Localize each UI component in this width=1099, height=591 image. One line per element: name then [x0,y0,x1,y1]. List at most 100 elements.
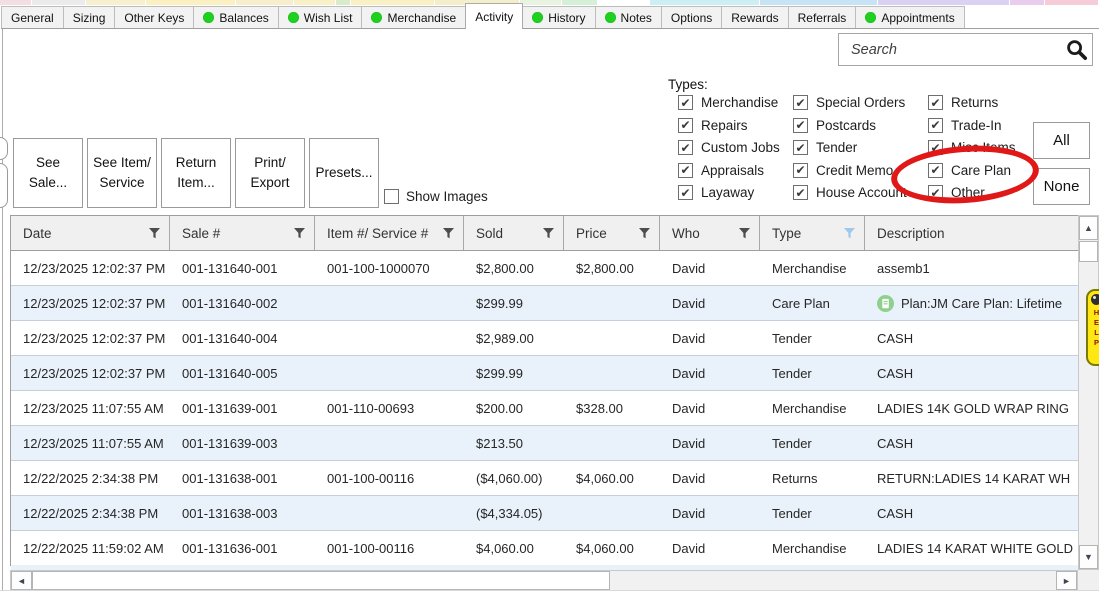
type-filter-custom-jobs: Custom Jobs [678,140,780,155]
scroll-down-button[interactable]: ▼ [1079,545,1098,569]
checkbox-merchandise[interactable] [678,95,693,110]
type-filter-appraisals: Appraisals [678,163,780,178]
type-filter-trade-in: Trade-In [928,118,1016,133]
checkbox-appraisals[interactable] [678,163,693,178]
type-filter-credit-memo: Credit Memo [793,163,907,178]
see-item-service-button[interactable]: See Item/ Service [87,138,157,208]
help-side-tab[interactable]: HELP [1086,289,1099,366]
cell-description: RETURN:LADIES 14 KARAT WH [865,461,1078,495]
tab-other-keys[interactable]: Other Keys [114,6,194,28]
search-input[interactable] [839,34,1062,65]
table-row[interactable]: 12/23/2025 11:07:55 AM 001-131639-001 00… [11,391,1078,426]
cell-price [564,356,660,390]
table-row[interactable]: 12/22/2025 2:34:38 PM 001-131638-003 ($4… [11,496,1078,531]
cell-sale: 001-131638-001 [170,461,315,495]
tab-merchandise[interactable]: Merchandise [361,6,466,28]
scroll-left-button[interactable]: ◄ [11,571,32,590]
tab-appointments[interactable]: Appointments [855,6,964,28]
scrollbar-corner [1078,570,1099,591]
tab-rewards[interactable]: Rewards [721,6,788,28]
table-row[interactable]: 12/23/2025 12:02:37 PM 001-131640-002 $2… [11,286,1078,321]
tab-general[interactable]: General [1,6,64,28]
filter-icon[interactable] [543,228,554,239]
table-row[interactable]: 12/22/2025 2:34:38 PM 001-131638-001 001… [11,461,1078,496]
activity-tab-panel: General Sizing Other Keys Balances Wish … [0,0,1099,591]
cell-date: 12/23/2025 11:07:55 AM [11,391,170,425]
tab-options[interactable]: Options [661,6,722,28]
tab-label: Wish List [304,11,353,25]
checkbox-house-account[interactable] [793,185,808,200]
types-heading: Types: [668,77,708,92]
filter-icon[interactable] [149,228,160,239]
column-header-date[interactable]: Date [11,216,170,250]
table-row[interactable]: 12/23/2025 11:07:55 AM 001-131639-003 $2… [11,426,1078,461]
column-header-description[interactable]: Description [865,216,1078,250]
cell-sold: $299.99 [464,356,564,390]
filter-icon[interactable] [639,228,650,239]
column-header-sold[interactable]: Sold [464,216,564,250]
column-header-price[interactable]: Price [564,216,660,250]
table-row[interactable]: 12/23/2025 12:02:37 PM 001-131640-001 00… [11,251,1078,286]
checkbox-custom-jobs[interactable] [678,140,693,155]
table-row[interactable]: 12/23/2025 12:02:37 PM 001-131640-005 $2… [11,356,1078,391]
checkbox-misc-items[interactable] [928,140,943,155]
scroll-right-button[interactable]: ► [1056,571,1077,590]
tab-wish-list[interactable]: Wish List [278,6,363,28]
show-images-checkbox[interactable] [384,189,399,204]
filter-icon[interactable] [739,228,750,239]
search-icon[interactable] [1062,38,1092,62]
select-none-button[interactable]: None [1033,168,1090,205]
cell-price: $328.00 [564,391,660,425]
checkbox-other[interactable] [928,185,943,200]
checkbox-repairs[interactable] [678,118,693,133]
types-column-2: Special Orders Postcards Tender Credit M… [793,95,907,208]
scroll-up-button[interactable]: ▲ [1079,216,1098,240]
vertical-scroll-thumb[interactable] [1079,241,1098,262]
cell-date: 12/22/2025 2:34:38 PM [11,461,170,495]
cell-sale: 001-131639-003 [170,426,315,460]
cell-sale: 001-131636-001 [170,531,315,565]
checkbox-credit-memo[interactable] [793,163,808,178]
cell-sold: $200.00 [464,391,564,425]
tab-referrals[interactable]: Referrals [788,6,857,28]
cell-who: David [660,426,760,460]
tab-activity[interactable]: Activity [465,3,523,29]
cell-who: David [660,496,760,530]
filter-icon[interactable] [443,228,454,239]
column-header-who[interactable]: Who [660,216,760,250]
tab-balances[interactable]: Balances [193,6,278,28]
filter-icon[interactable] [294,228,305,239]
checkbox-special-orders[interactable] [793,95,808,110]
checkbox-trade-in[interactable] [928,118,943,133]
column-label: Item #/ Service # [327,226,428,241]
panel-left-border [2,29,3,591]
tab-label: Rewards [731,11,778,25]
table-row[interactable]: 12/23/2025 12:02:37 PM 001-131640-004 $2… [11,321,1078,356]
column-label: Price [576,226,607,241]
column-header-type[interactable]: Type [760,216,865,250]
see-sale-button[interactable]: See Sale... [13,138,83,208]
filter-icon-active[interactable] [844,228,855,239]
checkbox-postcards[interactable] [793,118,808,133]
cell-who: David [660,461,760,495]
column-header-item-service[interactable]: Item #/ Service # [315,216,464,250]
tab-sizing[interactable]: Sizing [63,6,116,28]
cell-date: 12/23/2025 12:02:37 PM [11,286,170,320]
checkbox-returns[interactable] [928,95,943,110]
print-export-button[interactable]: Print/ Export [235,138,305,208]
cell-sold: $4,060.00 [464,531,564,565]
checkbox-layaway[interactable] [678,185,693,200]
tab-history[interactable]: History [522,6,595,28]
presets-button[interactable]: Presets... [309,138,379,208]
table-row[interactable]: 12/22/2025 11:59:02 AM 001-131636-001 00… [11,531,1078,566]
checkbox-care-plan[interactable] [928,163,943,178]
return-item-button[interactable]: Return Item... [161,138,231,208]
cell-description: CASH [865,356,1078,390]
tab-label: Notes [621,11,652,25]
status-dot-icon [288,12,299,23]
horizontal-scroll-thumb[interactable] [32,571,610,590]
tab-notes[interactable]: Notes [595,6,662,28]
column-header-sale[interactable]: Sale # [170,216,315,250]
checkbox-tender[interactable] [793,140,808,155]
select-all-button[interactable]: All [1033,122,1090,159]
